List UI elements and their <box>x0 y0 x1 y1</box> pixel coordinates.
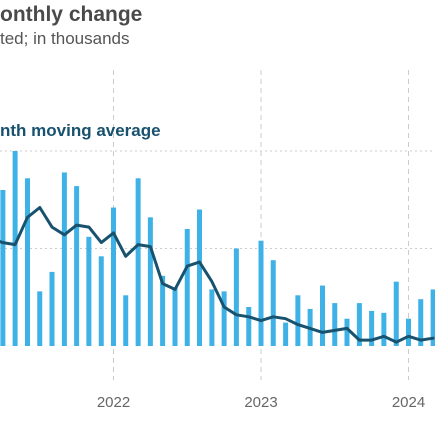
chart-bar <box>344 318 350 346</box>
chart-subtitle: ted; in thousands <box>0 29 130 48</box>
chart-bar <box>393 281 399 346</box>
chart-bar <box>258 240 264 346</box>
chart-bar <box>356 303 362 346</box>
x-tick-label: 2022 <box>97 394 130 411</box>
chart-bar <box>184 229 190 346</box>
chart-bar <box>221 291 227 346</box>
chart-bar <box>295 295 301 346</box>
chart-bar <box>172 287 178 346</box>
chart-bar <box>418 299 424 346</box>
chart-bar <box>332 303 338 346</box>
chart-bar <box>49 271 55 346</box>
moving-average-line <box>0 206 435 344</box>
chart-bar <box>147 217 153 346</box>
chart-bar <box>12 151 18 346</box>
chart-bar <box>74 186 80 346</box>
chart-bar <box>320 285 326 346</box>
chart-bar <box>196 209 202 346</box>
series-label-moving-average: nth moving average <box>0 121 161 140</box>
chart-bar <box>209 289 215 346</box>
chart-bar <box>381 312 387 346</box>
chart-bar <box>111 207 116 346</box>
chart-bar <box>233 248 239 346</box>
x-tick-label: 2023 <box>244 394 277 411</box>
chart-bar <box>270 260 276 346</box>
chart-bar <box>246 307 252 346</box>
chart-bar <box>0 190 6 346</box>
chart-bar <box>283 322 289 346</box>
chart-bar <box>123 295 129 346</box>
chart-bar <box>160 275 166 346</box>
chart-bar <box>430 289 435 346</box>
chart-bar <box>135 178 141 346</box>
chart-bar <box>369 310 375 346</box>
chart-bar <box>37 291 43 346</box>
chart-title: onthly change <box>0 3 143 26</box>
chart-bar <box>61 172 67 346</box>
chart-bar <box>98 256 104 346</box>
chart-bar <box>406 318 411 346</box>
x-tick-label: 2024 <box>392 394 425 411</box>
chart-bar <box>25 178 31 346</box>
chart-bar <box>86 236 92 346</box>
